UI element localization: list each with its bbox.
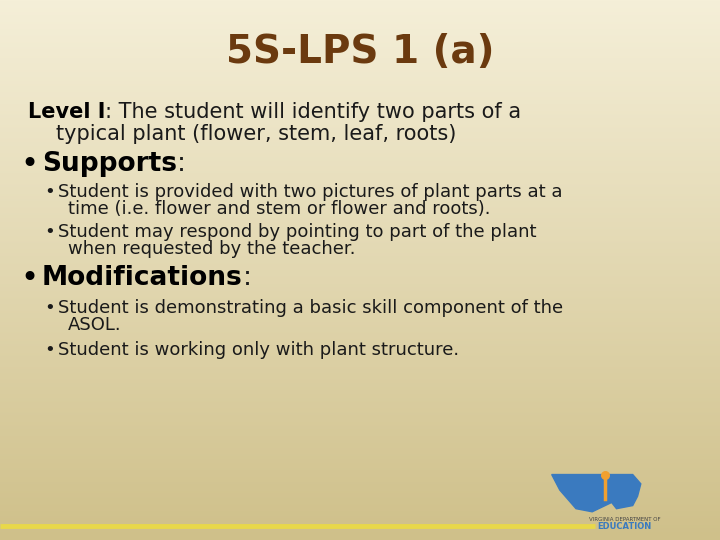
Text: •: • bbox=[44, 299, 55, 317]
Text: •: • bbox=[44, 183, 55, 201]
Text: :: : bbox=[243, 265, 252, 291]
Text: VIRGINIA DEPARTMENT OF: VIRGINIA DEPARTMENT OF bbox=[589, 517, 660, 522]
Text: when requested by the teacher.: when requested by the teacher. bbox=[68, 240, 356, 258]
Point bbox=[600, 471, 611, 480]
Text: 5S-LPS 1 (a): 5S-LPS 1 (a) bbox=[226, 33, 494, 71]
Text: typical plant (flower, stem, leaf, roots): typical plant (flower, stem, leaf, roots… bbox=[56, 124, 456, 144]
Text: Student is provided with two pictures of plant parts at a: Student is provided with two pictures of… bbox=[58, 183, 562, 201]
Text: Student is demonstrating a basic skill component of the: Student is demonstrating a basic skill c… bbox=[58, 299, 563, 317]
Text: Modifications: Modifications bbox=[42, 265, 243, 291]
Text: Level I: Level I bbox=[28, 102, 105, 122]
Text: Student may respond by pointing to part of the plant: Student may respond by pointing to part … bbox=[58, 223, 536, 241]
Text: ASOL.: ASOL. bbox=[68, 316, 122, 334]
Text: •: • bbox=[44, 341, 55, 359]
Polygon shape bbox=[552, 475, 641, 512]
Text: time (i.e. flower and stem or flower and roots).: time (i.e. flower and stem or flower and… bbox=[68, 200, 490, 218]
Text: •: • bbox=[20, 264, 38, 293]
Text: Supports: Supports bbox=[42, 151, 177, 177]
Text: :: : bbox=[177, 151, 186, 177]
Text: : The student will identify two parts of a: : The student will identify two parts of… bbox=[105, 102, 521, 122]
Text: •: • bbox=[44, 223, 55, 241]
Text: •: • bbox=[20, 150, 38, 179]
Text: Student is working only with plant structure.: Student is working only with plant struc… bbox=[58, 341, 459, 359]
Text: EDUCATION: EDUCATION bbox=[598, 522, 652, 531]
